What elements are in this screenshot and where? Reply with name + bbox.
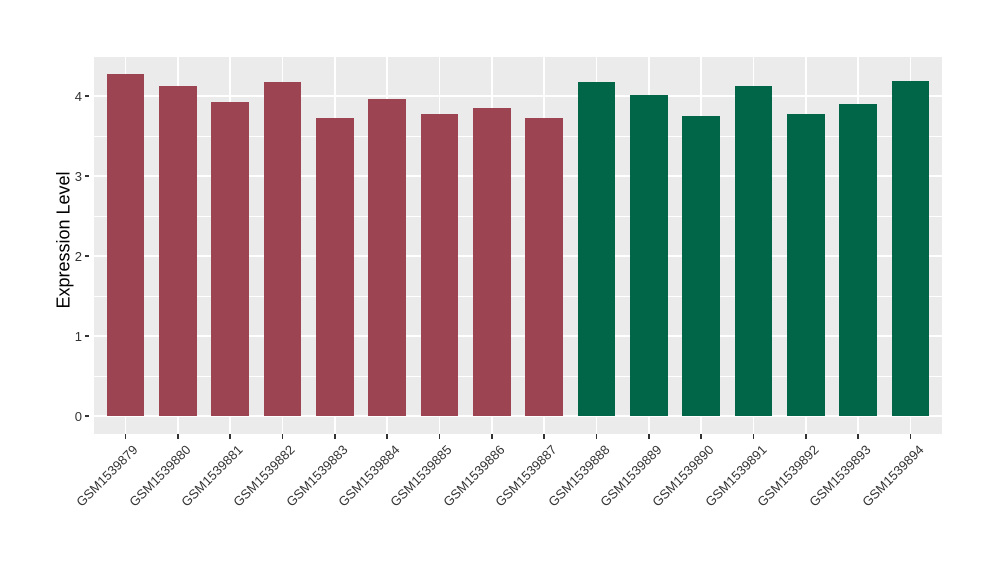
y-tick-mark	[85, 95, 89, 97]
gridline-major	[94, 255, 942, 257]
gridline-major	[94, 335, 942, 337]
x-tick-mark	[543, 434, 545, 439]
bar-GSM1539882	[263, 81, 302, 416]
x-tick-mark	[805, 434, 807, 439]
gridline-minor	[94, 375, 942, 377]
x-tick-mark	[752, 434, 755, 439]
y-tick-label: 0	[74, 408, 82, 424]
x-tick-mark	[333, 434, 336, 439]
bar-GSM1539886	[472, 108, 511, 416]
y-tick-label: 3	[74, 168, 82, 184]
gridline-major	[94, 415, 942, 417]
bar-GSM1539892	[787, 113, 825, 416]
bar-GSM1539883	[315, 117, 354, 416]
x-tick-mark	[595, 434, 598, 439]
x-tick-mark	[229, 434, 231, 439]
bar-GSM1539889	[630, 95, 668, 416]
y-tick-label: 2	[74, 248, 82, 264]
x-tick-mark	[909, 434, 912, 439]
y-tick-mark	[85, 335, 89, 337]
x-tick-mark	[438, 434, 441, 439]
bar-GSM1539891	[734, 86, 773, 416]
bar-GSM1539894	[891, 80, 930, 416]
x-tick-mark	[491, 434, 493, 439]
x-tick-mark	[857, 434, 860, 439]
gridline-minor	[94, 295, 942, 297]
gridline-major	[94, 95, 942, 97]
bar-GSM1539885	[420, 114, 459, 416]
gridline-major	[94, 175, 942, 177]
y-tick-label: 1	[74, 328, 82, 344]
bar-GSM1539890	[682, 116, 721, 416]
y-tick-mark	[85, 255, 89, 257]
y-axis-title: Expression Level	[53, 171, 74, 309]
x-tick-mark	[648, 434, 650, 439]
y-tick-label: 4	[74, 88, 82, 104]
bar-GSM1539888	[577, 82, 616, 416]
x-tick-mark	[124, 434, 127, 439]
x-tick-mark	[386, 434, 388, 439]
x-tick-mark	[176, 434, 179, 439]
x-tick-mark	[700, 434, 702, 439]
bar-GSM1539893	[839, 104, 878, 416]
plot-panel	[94, 57, 942, 434]
gridline-minor	[94, 135, 942, 137]
gridline-minor	[94, 215, 942, 217]
x-tick-mark	[281, 434, 284, 439]
bar-GSM1539880	[158, 85, 197, 416]
bar-GSM1539879	[106, 74, 145, 416]
y-tick-mark	[85, 175, 89, 177]
bar-GSM1539887	[525, 117, 564, 416]
bar-GSM1539884	[368, 99, 406, 416]
y-tick-mark	[85, 415, 89, 417]
bar-GSM1539881	[211, 102, 249, 416]
